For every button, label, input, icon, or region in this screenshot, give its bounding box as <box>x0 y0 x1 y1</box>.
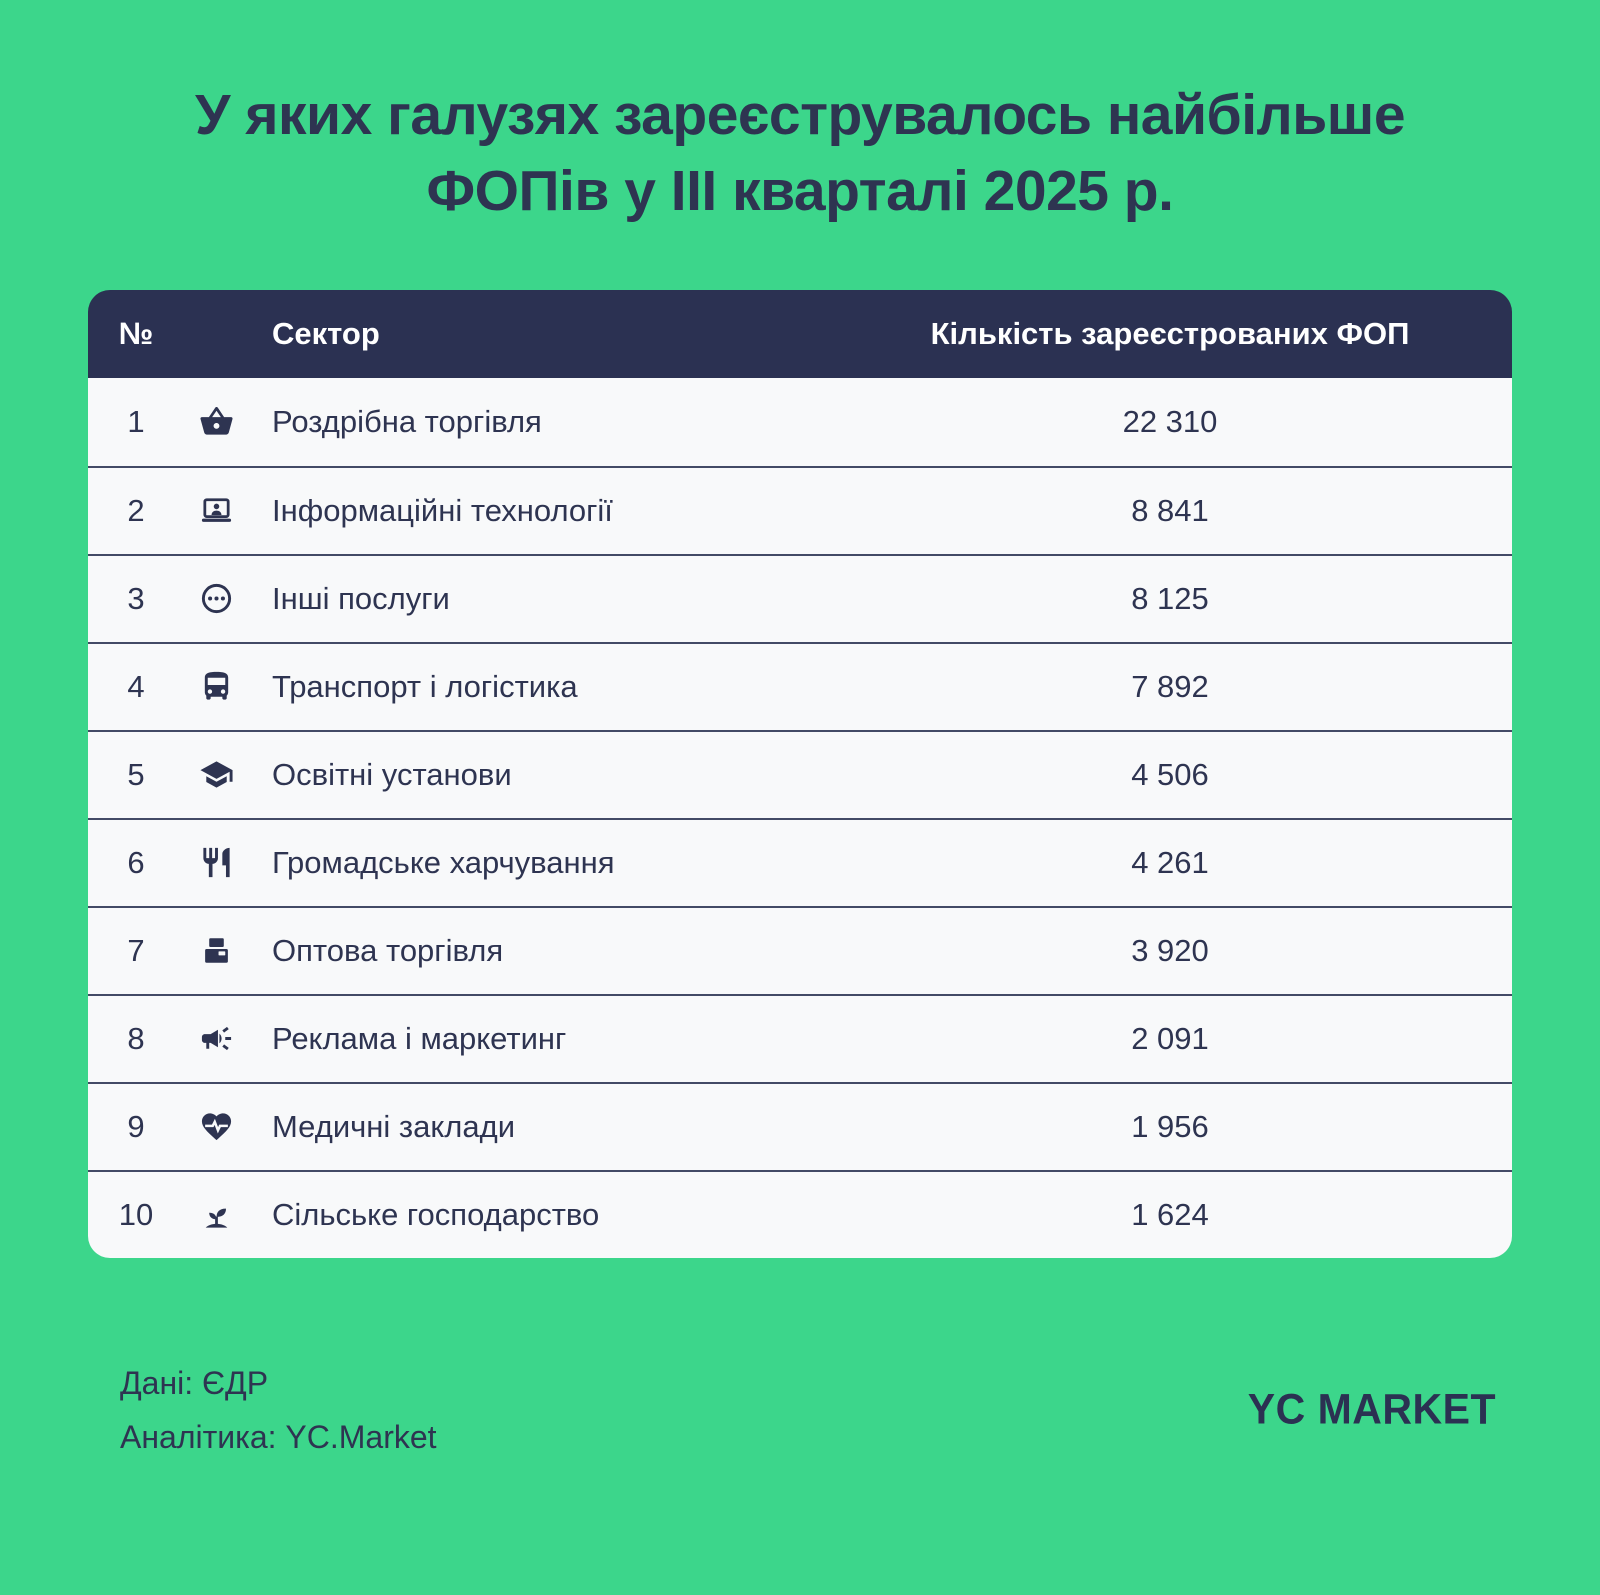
count-value: 8 841 <box>1131 492 1209 528</box>
row-rank: 8 <box>127 1020 145 1056</box>
table-row: 8 Реклама і маркетинг 2 091 <box>88 993 1512 1082</box>
row-rank: 1 <box>127 403 145 439</box>
count-value: 3 920 <box>1131 932 1209 968</box>
table-row: 4 Транспорт і логістика 7 892 <box>88 641 1512 730</box>
page-title: У яких галузях зареєструвалось найбільше… <box>100 78 1500 230</box>
table-row: 1 Роздрібна торгівля 22 310 <box>88 377 1512 466</box>
graduation-cap-icon <box>184 757 248 792</box>
sector-label: Громадське харчування <box>272 844 615 880</box>
count-value: 7 892 <box>1131 668 1209 704</box>
boxes-icon <box>184 933 248 968</box>
table-row: 5 Освітні установи 4 506 <box>88 729 1512 818</box>
count-value: 1 956 <box>1131 1108 1209 1144</box>
data-source-label: Дані: ЄДР <box>120 1364 269 1401</box>
sector-label: Медичні заклади <box>272 1108 516 1144</box>
sector-label: Транспорт і логістика <box>272 668 578 704</box>
row-rank: 4 <box>127 668 145 704</box>
row-rank: 2 <box>127 492 145 528</box>
sector-label: Реклама і маркетинг <box>272 1020 567 1056</box>
count-value: 2 091 <box>1131 1020 1209 1056</box>
shopping-basket-icon <box>184 404 248 439</box>
count-value: 1 624 <box>1131 1196 1209 1232</box>
table-row: 10 Сільське господарство 1 624 <box>88 1169 1512 1258</box>
table-row: 7 Оптова торгівля 3 920 <box>88 905 1512 994</box>
sector-label: Освітні установи <box>272 756 512 792</box>
table-row: 3 Інші послуги 8 125 <box>88 553 1512 642</box>
row-rank: 10 <box>118 1196 154 1232</box>
count-value: 4 261 <box>1131 844 1209 880</box>
row-rank: 3 <box>127 580 145 616</box>
restaurant-icon <box>184 845 248 880</box>
title-line-2: ФОПів у III кварталі 2025 р. <box>426 158 1174 223</box>
count-value: 8 125 <box>1131 580 1209 616</box>
footer: Дані: ЄДР Аналітика: YC.Market YC MARKET <box>0 1356 1600 1465</box>
bus-icon <box>184 669 248 704</box>
count-value: 22 310 <box>1122 403 1218 439</box>
sector-label: Інформаційні технології <box>272 492 613 528</box>
sector-label: Оптова торгівля <box>272 932 504 968</box>
sector-label: Інші послуги <box>272 580 450 616</box>
title-line-1: У яких галузях зареєструвалось найбільше <box>194 83 1406 147</box>
sector-label: Роздрібна торгівля <box>272 403 542 439</box>
sectors-table: № Сектор Кількість зареєстрованих ФОП 1 … <box>88 289 1512 1258</box>
table-header-row: № Сектор Кількість зареєстрованих ФОП <box>88 289 1512 378</box>
row-rank: 9 <box>127 1108 145 1144</box>
sector-label: Сільське господарство <box>272 1196 600 1232</box>
yc-market-logo: YC MARKET <box>1247 1385 1496 1434</box>
header-num: № <box>118 315 154 351</box>
row-rank: 6 <box>127 844 145 880</box>
count-value: 4 506 <box>1131 756 1209 792</box>
laptop-user-icon <box>184 493 248 528</box>
row-rank: 7 <box>127 932 145 968</box>
ellipsis-circle-icon <box>184 581 248 616</box>
sprout-icon <box>184 1197 248 1232</box>
table-row: 2 Інформаційні технології 8 841 <box>88 465 1512 554</box>
row-rank: 5 <box>127 756 145 792</box>
footer-credits: Дані: ЄДР Аналітика: YC.Market <box>120 1356 437 1465</box>
header-count: Кількість зареєстрованих ФОП <box>930 315 1410 351</box>
table-row: 6 Громадське харчування 4 261 <box>88 817 1512 906</box>
table-row: 9 Медичні заклади 1 956 <box>88 1081 1512 1170</box>
header-sector: Сектор <box>272 315 380 351</box>
heart-pulse-icon <box>184 1109 248 1144</box>
analytics-label: Аналітика: YC.Market <box>120 1418 437 1455</box>
megaphone-icon <box>184 1021 248 1056</box>
